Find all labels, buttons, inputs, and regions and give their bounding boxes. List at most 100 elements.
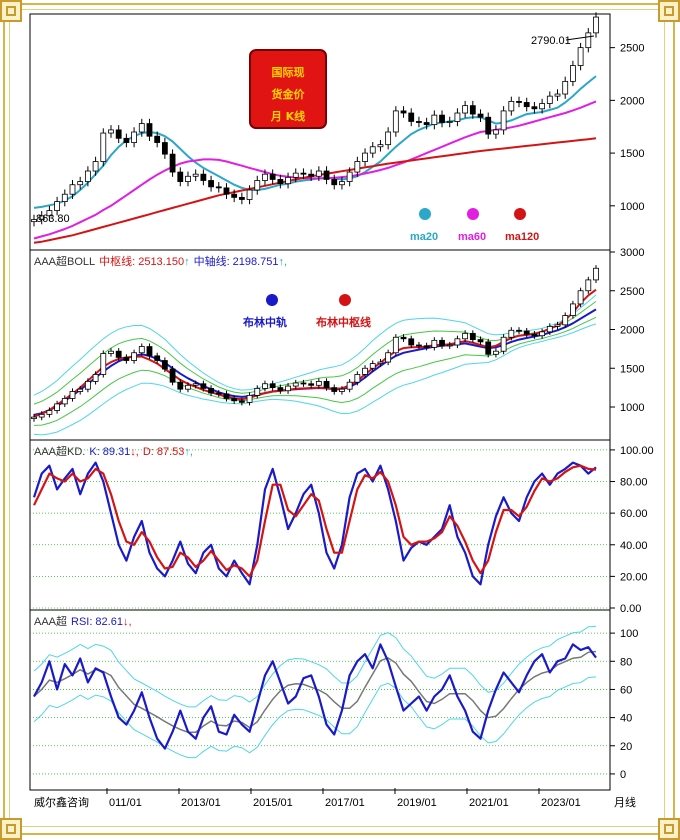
candle-body xyxy=(570,65,576,82)
kd-header-prefix: AAA超KD. xyxy=(34,444,85,458)
boll-mid-arrow: ↑ xyxy=(184,256,190,268)
boll-candle-body xyxy=(54,403,60,411)
candle-body xyxy=(446,121,453,123)
rsi-arrow: ↓, xyxy=(123,616,132,628)
boll-candle-body xyxy=(315,381,322,386)
candle-body xyxy=(385,131,392,146)
boll-candle-body xyxy=(123,356,130,361)
boll-candle-body xyxy=(277,387,284,392)
candle-body xyxy=(285,176,291,185)
candle-body xyxy=(462,105,469,114)
series-layer xyxy=(32,75,597,759)
boll-candle-body xyxy=(146,346,153,357)
series-line-布林中轨 xyxy=(33,308,597,416)
candle-body xyxy=(269,173,276,180)
candle-body xyxy=(469,105,476,115)
boll-candle-body xyxy=(238,400,245,403)
boll-candle-body xyxy=(416,344,422,347)
high-annotation-leader xyxy=(565,35,595,41)
candle-body xyxy=(500,110,507,131)
candle-body xyxy=(108,129,114,134)
boll-candle-body xyxy=(408,338,415,346)
boll-candle-body xyxy=(138,346,145,354)
boll-header-prefix: AAA超BOLL xyxy=(34,254,95,268)
series-line-k xyxy=(32,461,597,586)
series-line-ma120 xyxy=(33,137,597,244)
boll-candle-body xyxy=(223,393,230,399)
boll-candle-body xyxy=(131,352,137,361)
legend-label-ma120: ma120 xyxy=(505,231,539,243)
boll-candle-body xyxy=(369,363,376,369)
candle-body xyxy=(562,80,569,95)
candle-body xyxy=(61,193,68,203)
boll-candle-body xyxy=(161,360,168,370)
candle-body xyxy=(485,116,492,135)
boll-candle-body xyxy=(92,374,99,382)
candle-body xyxy=(177,171,184,182)
candle-body xyxy=(377,144,384,148)
candle-body xyxy=(539,103,546,110)
candle-body xyxy=(192,173,199,177)
candle-body xyxy=(169,153,176,173)
boll-axis-arrow: ↑, xyxy=(279,256,288,268)
kd-header: AAA超KD. K: 89.31↓, D: 87.53↑, xyxy=(34,444,193,458)
boll-candle-body xyxy=(308,383,315,386)
candle-body xyxy=(185,175,191,182)
legend-label-ma20: ma20 xyxy=(410,231,438,243)
boll-candle-body xyxy=(400,336,407,340)
boll-candle-body xyxy=(331,387,338,392)
boll-candle-body xyxy=(423,345,430,348)
y-tick-label: 40 xyxy=(620,713,632,725)
x-tick-label: 2021/01 xyxy=(469,797,509,809)
candle-body xyxy=(38,215,45,220)
boll-candle-body xyxy=(84,381,91,390)
candle-body xyxy=(354,161,361,173)
boll-candle-body xyxy=(593,267,599,281)
boll-candle-body xyxy=(377,361,384,364)
boll-candle-body xyxy=(531,333,538,337)
panel-borders xyxy=(29,13,611,791)
legend-label-boll-mid: 布林中轨 xyxy=(243,315,287,329)
y-tick-label: 1500 xyxy=(620,363,644,375)
boll-candle-body xyxy=(254,387,261,396)
candle-body xyxy=(238,196,245,200)
rsi-header: AAA超 RSI: 82.61↓, xyxy=(34,614,132,628)
y-tick-label: 2000 xyxy=(620,325,644,337)
x-tick-label: 2017/01 xyxy=(325,797,365,809)
boll-mid-label: 中枢线: xyxy=(99,254,135,268)
candle-body xyxy=(493,129,499,135)
candle-body xyxy=(31,219,37,223)
y-tick-label: 2500 xyxy=(620,286,644,298)
decorative-inner-frame xyxy=(9,9,665,827)
boll-candle-body xyxy=(46,410,53,415)
candle-body xyxy=(369,146,376,154)
boll-candle-body xyxy=(231,398,238,402)
boll-candle-body xyxy=(523,330,530,335)
y-tick-label: 60.00 xyxy=(620,508,648,520)
candle-body xyxy=(439,114,445,123)
candles-layer xyxy=(31,12,599,422)
candle-body xyxy=(531,106,538,110)
boll-candle-body xyxy=(485,341,492,355)
boll-candle-body xyxy=(362,367,368,375)
candle-body xyxy=(69,184,76,195)
candle-body xyxy=(362,152,368,162)
boll-legend: 布林中轨 布林中枢线 xyxy=(243,294,371,329)
x-axis: 威尔鑫咨询 月线 011/01 2013/01 2015/01 2017/01 2019… xyxy=(34,788,636,809)
boll-candle-body xyxy=(585,279,592,292)
kd-k-value: 89.31 xyxy=(103,446,131,458)
boll-candle-body xyxy=(392,336,399,354)
boll-candle-body xyxy=(462,332,469,340)
candle-body xyxy=(262,173,268,181)
candle-body xyxy=(138,123,145,133)
title-badge-line-2: 货金价 xyxy=(271,87,306,101)
boll-candle-body xyxy=(269,383,276,389)
candle-body xyxy=(323,170,330,180)
boll-candle-body xyxy=(246,394,253,403)
candle-body xyxy=(593,16,599,34)
candle-body xyxy=(254,180,261,191)
boll-candle-body xyxy=(562,315,569,326)
boll-candle-body xyxy=(38,413,45,418)
candle-body xyxy=(154,135,161,143)
